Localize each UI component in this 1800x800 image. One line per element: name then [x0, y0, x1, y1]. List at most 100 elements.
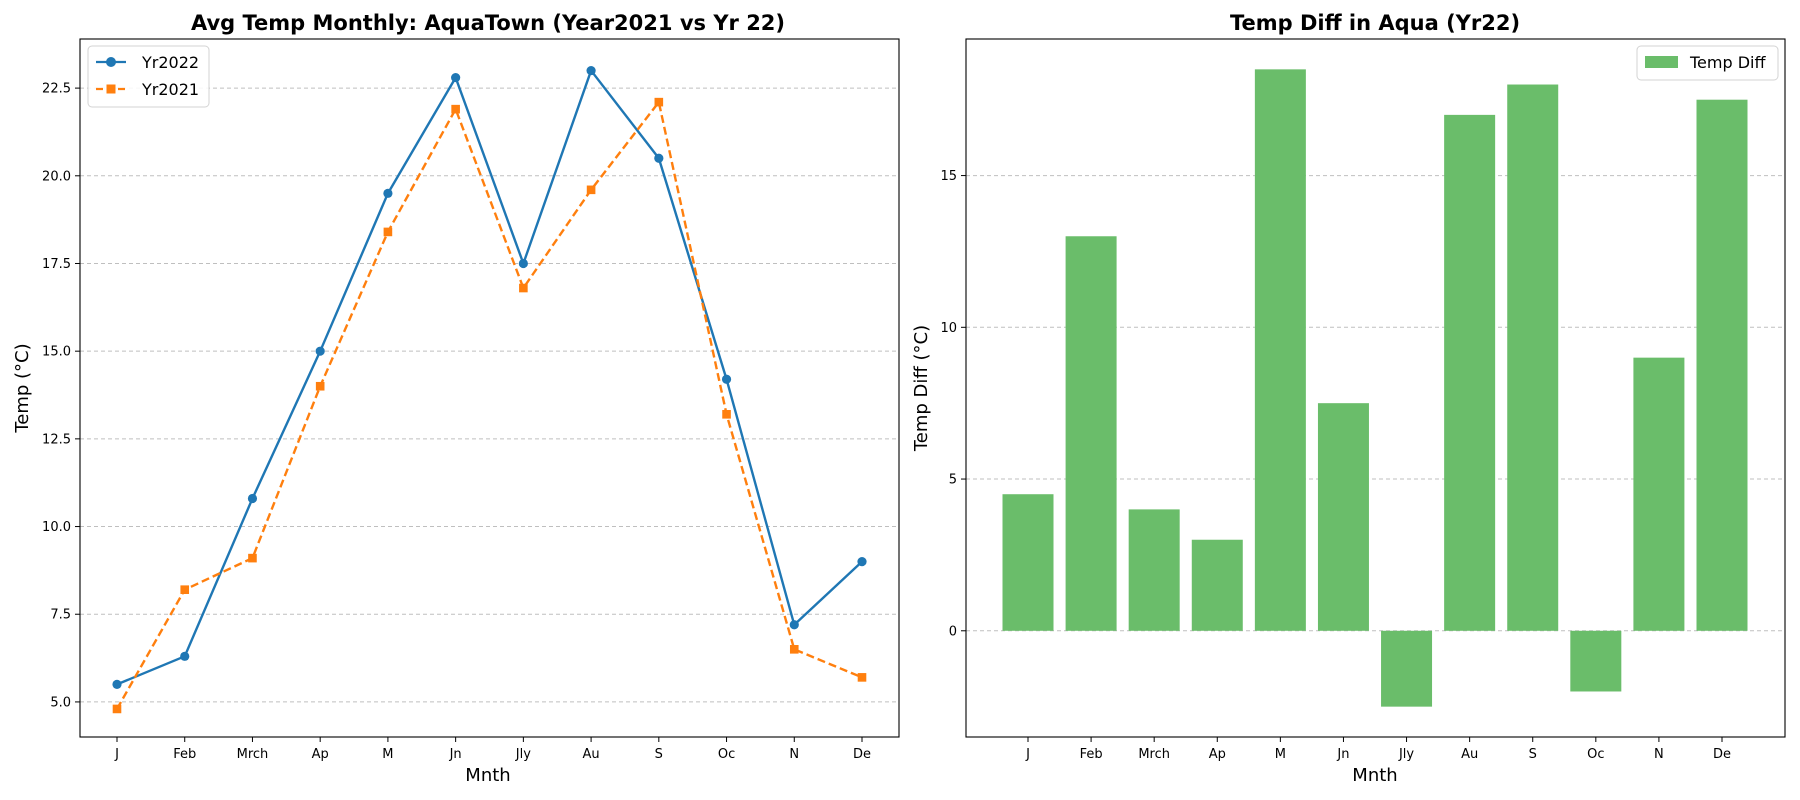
y-tick-label: 5.0	[50, 695, 71, 710]
line-chart-panel: Avg Temp Monthly: AquaTown (Year2021 vs …	[12, 11, 900, 786]
data-point-yr2022	[112, 679, 122, 689]
x-tick-label: N	[1654, 747, 1664, 762]
data-point-yr2022	[857, 557, 867, 567]
line-chart-x-ticks: J Feb Mrch Ap M Jn Jly Au S Oc N De	[114, 737, 871, 762]
bar-ap	[1191, 539, 1243, 631]
bar-chart-x-ticks: J Feb Mrch Ap M Jn Jly Au S Oc N De	[1025, 737, 1731, 762]
x-tick-label: Feb	[1080, 747, 1103, 762]
y-tick-label: 15.0	[42, 345, 71, 360]
y-tick-label: 22.5	[42, 82, 71, 97]
bar-chart-legend-box	[1636, 45, 1779, 81]
line-chart-plot-area	[112, 65, 867, 714]
series-line-yr2021	[115, 100, 863, 710]
legend-label-temp-diff: Temp Diff	[1689, 53, 1766, 72]
data-point-yr2022	[180, 651, 190, 661]
x-tick-label: Mrch	[237, 747, 269, 762]
x-tick-label: Oc	[718, 747, 735, 762]
bar-chart-x-axis-label: Mnth	[1352, 765, 1397, 786]
legend-swatch-temp-diff	[1645, 56, 1678, 68]
bar-jly	[1381, 630, 1433, 707]
y-tick-label: 10.0	[42, 520, 71, 535]
y-tick-label: 20.0	[42, 169, 71, 184]
x-tick-label: N	[789, 747, 799, 762]
x-tick-label: Jly	[1398, 747, 1414, 762]
data-point-yr2022	[654, 153, 664, 163]
line-chart-y-axis-label: Temp (°C)	[12, 343, 33, 433]
line-chart-legend: Yr2022 Yr2021	[87, 45, 210, 108]
x-tick-label: Jn	[449, 747, 462, 762]
line-chart-grid	[80, 87, 899, 703]
x-tick-label: J	[1025, 747, 1030, 762]
line-chart-title: Avg Temp Monthly: AquaTown (Year2021 vs …	[191, 11, 785, 35]
x-tick-label: J	[114, 747, 119, 762]
x-tick-label: Ap	[312, 747, 329, 762]
legend-label-yr2021: Yr2021	[141, 80, 199, 99]
bar-mrch	[1128, 509, 1180, 631]
y-tick-label: 5	[949, 473, 957, 488]
x-tick-label: Jly	[515, 747, 531, 762]
data-point-yr2022	[789, 620, 799, 630]
data-point-yr2022	[383, 188, 393, 198]
data-point-yr2021	[789, 645, 799, 654]
x-tick-label: M	[382, 747, 393, 762]
bar-chart-legend: Temp Diff	[1636, 45, 1779, 81]
x-tick-label: Au	[583, 747, 600, 762]
bar-chart-title: Temp Diff in Aqua (Yr22)	[1230, 11, 1520, 35]
x-tick-label: M	[1275, 747, 1286, 762]
legend-marker-yr2021	[106, 84, 116, 94]
y-tick-label: 10	[940, 321, 957, 336]
line-chart-y-ticks: 5.0 7.5 10.0 12.5 15.0 17.5 20.0 22.5	[42, 82, 80, 710]
bar-j	[1002, 494, 1054, 631]
bar-chart-frame	[965, 38, 1786, 738]
data-point-yr2022	[586, 65, 596, 76]
bar-m	[1254, 69, 1306, 631]
bar-n	[1633, 357, 1685, 631]
x-tick-label: Feb	[173, 747, 196, 762]
x-tick-label: Ap	[1209, 747, 1226, 762]
y-tick-label: 17.5	[42, 257, 71, 272]
bar-chart-y-ticks: 0 5 10 15	[940, 169, 966, 639]
bar-chart-y-axis-label: Temp Diff (°C)	[911, 325, 932, 452]
y-tick-label: 12.5	[42, 432, 71, 447]
line-chart-x-axis-label: Mnth	[465, 765, 510, 786]
x-tick-label: S	[1529, 747, 1537, 762]
data-point-yr2021	[857, 673, 867, 682]
data-point-yr2021	[654, 97, 664, 107]
x-tick-label: Au	[1461, 747, 1478, 762]
x-tick-label: De	[853, 747, 871, 762]
legend-marker-yr2022	[106, 57, 116, 67]
bar-chart-plot-area	[1002, 69, 1748, 707]
data-point-yr2021	[180, 585, 190, 594]
bar-feb	[1065, 236, 1117, 631]
y-tick-label: 7.5	[50, 608, 71, 623]
data-point-yr2021	[451, 104, 460, 114]
bar-de	[1696, 99, 1748, 631]
data-point-yr2022	[451, 72, 461, 83]
data-point-yr2021	[722, 410, 731, 419]
x-tick-label: De	[1713, 747, 1731, 762]
legend-label-yr2022: Yr2022	[141, 53, 199, 72]
data-point-yr2021	[586, 185, 596, 195]
x-tick-label: Mrch	[1138, 747, 1170, 762]
line-chart-frame	[79, 38, 900, 738]
x-tick-label: S	[655, 747, 663, 762]
x-tick-label: Oc	[1587, 747, 1604, 762]
y-tick-label: 0	[949, 624, 957, 639]
data-point-yr2022	[721, 374, 732, 384]
bar-au	[1444, 114, 1496, 631]
data-point-yr2021	[315, 381, 325, 391]
series-line-yr2022	[116, 69, 863, 686]
data-point-yr2021	[112, 704, 122, 714]
data-point-yr2021	[383, 227, 393, 237]
data-point-yr2021	[519, 283, 528, 293]
x-tick-label: Jn	[1336, 747, 1349, 762]
bar-jn	[1317, 403, 1369, 631]
bar-s	[1507, 84, 1559, 631]
bar-chart-panel: Temp Diff in Aqua (Yr22) 0 5 10 15 J Feb Mrch…	[911, 11, 1786, 786]
y-tick-label: 15	[940, 169, 957, 184]
data-point-yr2022	[247, 493, 258, 504]
bar-oc	[1570, 630, 1622, 692]
data-point-yr2022	[315, 346, 325, 356]
data-point-yr2021	[248, 553, 257, 563]
